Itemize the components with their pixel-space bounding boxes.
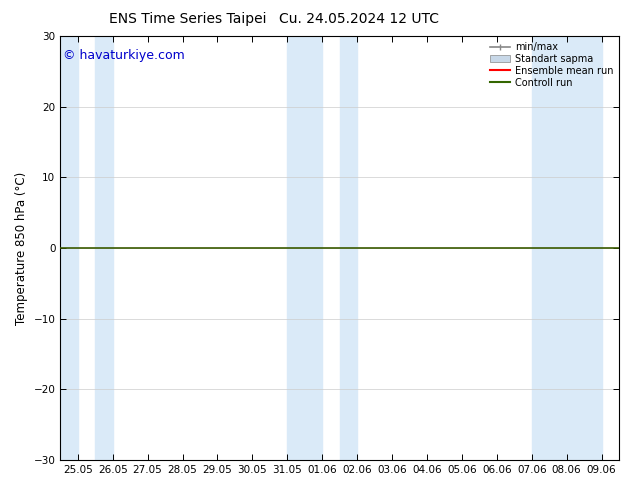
Bar <box>60 36 78 460</box>
Bar <box>95 36 113 460</box>
Text: ENS Time Series Taipei: ENS Time Series Taipei <box>109 12 266 26</box>
Y-axis label: Temperature 850 hPa (°C): Temperature 850 hPa (°C) <box>15 172 28 325</box>
Text: © havaturkiye.com: © havaturkiye.com <box>63 49 185 62</box>
Text: Cu. 24.05.2024 12 UTC: Cu. 24.05.2024 12 UTC <box>279 12 439 26</box>
Bar <box>532 36 602 460</box>
Legend: min/max, Standart sapma, Ensemble mean run, Controll run: min/max, Standart sapma, Ensemble mean r… <box>486 38 617 92</box>
Bar <box>287 36 322 460</box>
Bar <box>340 36 357 460</box>
